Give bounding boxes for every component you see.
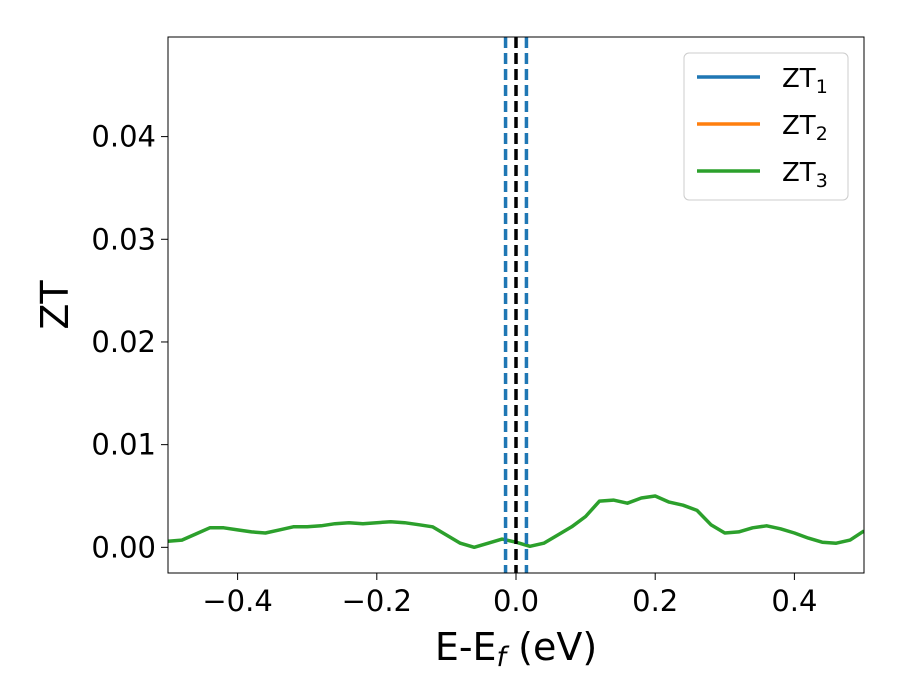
x-tick-label: −0.2 [342,584,412,618]
y-axis: 0.00 0.01 0.02 0.03 0.04 [91,120,168,564]
y-axis-label: ZT [33,280,77,330]
x-tick-label: 0.2 [632,584,678,618]
x-tick-label: 0.0 [493,584,539,618]
legend-box [683,52,849,201]
y-tick-label: 0.02 [91,325,156,359]
x-tick-label: −0.4 [202,584,272,618]
x-tick-label: 0.4 [771,584,817,618]
y-tick-label: 0.00 [91,530,156,564]
legend-subscript: 2 [816,123,828,145]
x-axis-label: E-Ef (eV) [435,625,597,673]
legend-subscript: 3 [816,170,828,192]
y-tick-label: 0.01 [91,428,156,462]
x-axis: −0.4 −0.2 0.0 0.2 0.4 [202,573,817,618]
plot-area [168,37,864,573]
legend-subscript: 1 [816,76,828,98]
y-tick-label: 0.04 [91,120,156,154]
y-tick-label: 0.03 [91,222,156,256]
